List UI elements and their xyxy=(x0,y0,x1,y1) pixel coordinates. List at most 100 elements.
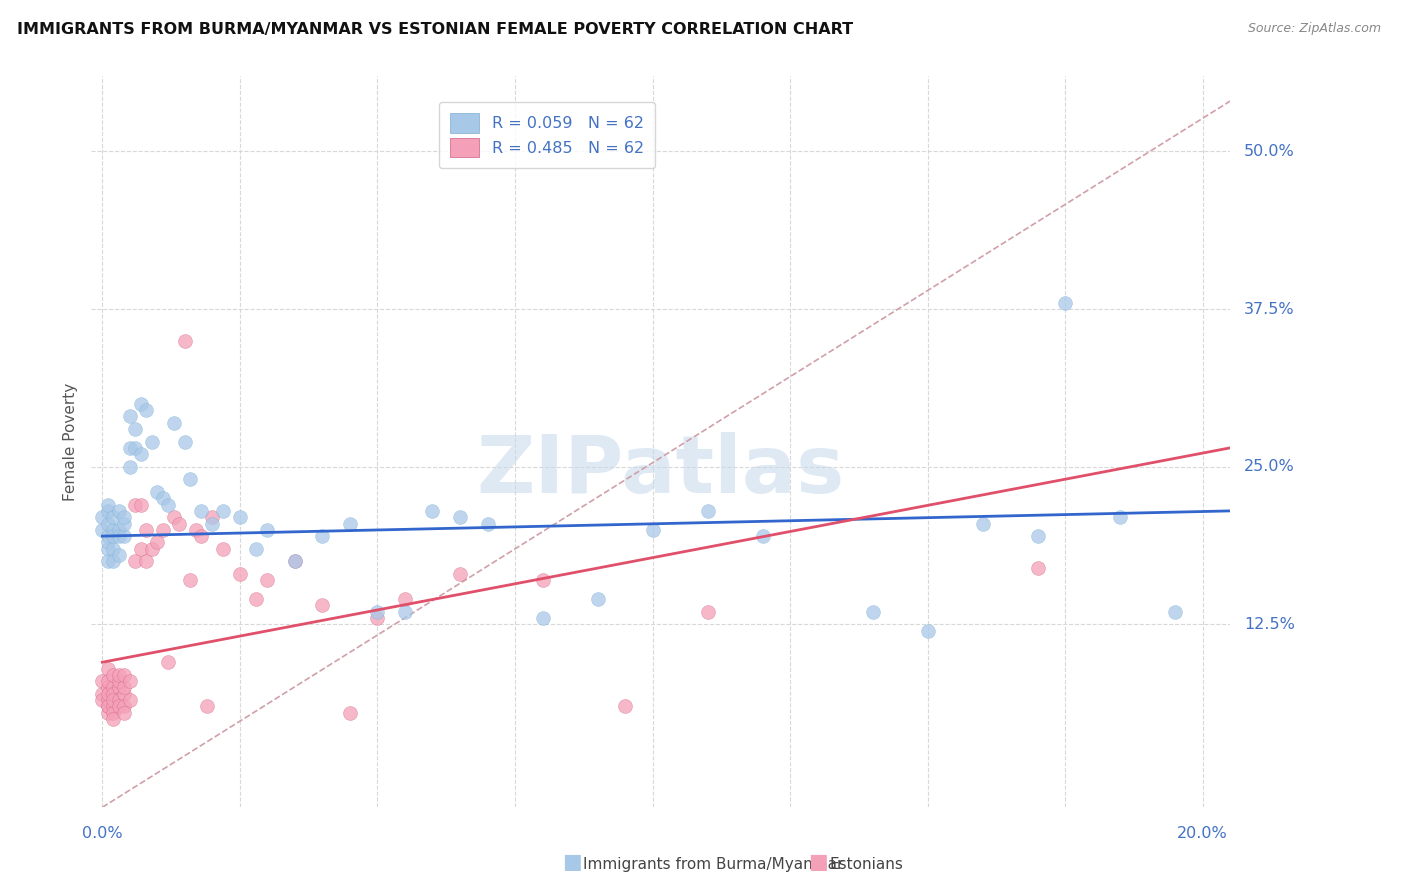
Point xyxy=(112,699,135,714)
Point xyxy=(124,441,146,455)
Point xyxy=(103,529,125,543)
Point xyxy=(245,592,267,607)
Point xyxy=(112,687,135,701)
Point xyxy=(97,541,120,556)
Point xyxy=(112,681,135,695)
Point xyxy=(91,523,114,537)
Point xyxy=(118,459,141,474)
Point xyxy=(256,574,278,588)
Point xyxy=(124,498,146,512)
Point xyxy=(284,554,307,568)
Point xyxy=(97,554,120,568)
Point xyxy=(108,523,131,537)
Point xyxy=(108,681,131,695)
Point xyxy=(422,504,444,518)
Point xyxy=(641,523,664,537)
Point xyxy=(614,699,637,714)
Point xyxy=(366,611,388,625)
Text: IMMIGRANTS FROM BURMA/MYANMAR VS ESTONIAN FEMALE POVERTY CORRELATION CHART: IMMIGRANTS FROM BURMA/MYANMAR VS ESTONIA… xyxy=(17,22,853,37)
Point xyxy=(696,504,718,518)
Point xyxy=(1109,510,1132,524)
Point xyxy=(157,498,180,512)
Point xyxy=(256,523,278,537)
Point xyxy=(103,687,125,701)
Point xyxy=(97,687,120,701)
Point xyxy=(917,624,939,638)
Point xyxy=(97,516,120,531)
Point xyxy=(477,516,499,531)
Point xyxy=(91,687,114,701)
Point xyxy=(129,498,152,512)
Text: 12.5%: 12.5% xyxy=(1244,617,1295,632)
Point xyxy=(91,674,114,689)
Point xyxy=(97,706,120,720)
Point xyxy=(311,529,333,543)
Text: Source: ZipAtlas.com: Source: ZipAtlas.com xyxy=(1247,22,1381,36)
Point xyxy=(91,510,114,524)
Point xyxy=(129,541,152,556)
Point xyxy=(394,605,416,619)
Point xyxy=(449,566,471,581)
Point xyxy=(152,491,174,506)
Point xyxy=(97,661,120,675)
Point xyxy=(311,599,333,613)
Point xyxy=(531,574,554,588)
Point xyxy=(97,504,120,518)
Point xyxy=(103,554,125,568)
Text: Immigrants from Burma/Myanmar: Immigrants from Burma/Myanmar xyxy=(583,857,844,872)
Point xyxy=(696,605,718,619)
Text: Estonians: Estonians xyxy=(830,857,904,872)
Point xyxy=(108,548,131,562)
Point xyxy=(862,605,884,619)
Point xyxy=(394,592,416,607)
Point xyxy=(97,681,120,695)
Point xyxy=(212,504,235,518)
Point xyxy=(112,529,135,543)
Point xyxy=(97,535,120,549)
Legend: R = 0.059   N = 62, R = 0.485   N = 62: R = 0.059 N = 62, R = 0.485 N = 62 xyxy=(439,102,655,169)
Point xyxy=(339,516,361,531)
Point xyxy=(179,574,201,588)
Text: 0.0%: 0.0% xyxy=(82,826,122,841)
Point xyxy=(129,447,152,461)
Point xyxy=(108,674,131,689)
Point xyxy=(449,510,471,524)
Point xyxy=(174,434,197,449)
Point xyxy=(229,510,252,524)
Point xyxy=(169,516,191,531)
Text: 20.0%: 20.0% xyxy=(1177,826,1227,841)
Point xyxy=(531,611,554,625)
Point xyxy=(118,693,141,707)
Point xyxy=(91,693,114,707)
Point xyxy=(157,655,180,669)
Point xyxy=(118,674,141,689)
Point xyxy=(1026,560,1049,574)
Point xyxy=(135,554,157,568)
Point xyxy=(184,523,207,537)
Text: 50.0%: 50.0% xyxy=(1244,144,1295,159)
Point xyxy=(586,592,609,607)
Point xyxy=(103,510,125,524)
Y-axis label: Female Poverty: Female Poverty xyxy=(62,383,77,500)
Point xyxy=(152,523,174,537)
Point xyxy=(190,504,212,518)
Point xyxy=(972,516,994,531)
Point xyxy=(103,706,125,720)
Point xyxy=(108,699,131,714)
Point xyxy=(103,699,125,714)
Point xyxy=(103,668,125,682)
Point xyxy=(245,541,267,556)
Point xyxy=(284,554,307,568)
Point xyxy=(97,498,120,512)
Point xyxy=(366,605,388,619)
Point xyxy=(112,516,135,531)
Point xyxy=(201,516,224,531)
Point xyxy=(97,699,120,714)
Point xyxy=(751,529,773,543)
Point xyxy=(108,504,131,518)
Text: ZIPatlas: ZIPatlas xyxy=(477,432,845,510)
Point xyxy=(135,403,157,417)
Point xyxy=(103,693,125,707)
Point xyxy=(112,510,135,524)
Point xyxy=(141,541,163,556)
